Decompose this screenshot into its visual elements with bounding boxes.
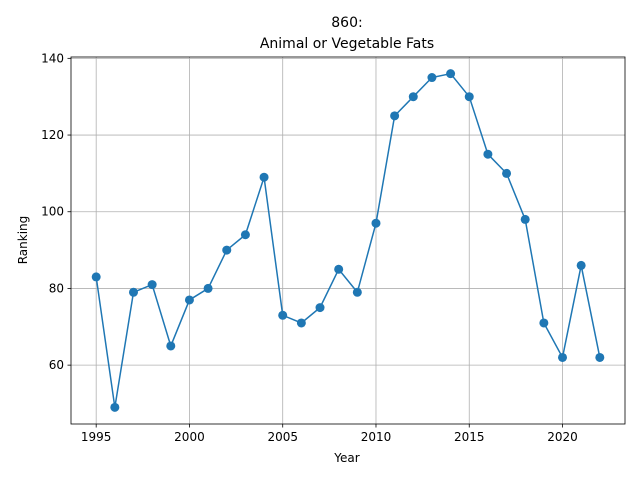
data-point: [502, 168, 512, 178]
x-tick-label: 2020: [547, 430, 578, 444]
data-point: [539, 318, 549, 328]
data-point: [128, 287, 138, 297]
x-tick-label: 2015: [454, 430, 485, 444]
y-tick-label: 120: [41, 128, 64, 142]
data-point: [334, 264, 344, 274]
chart-title-line2: Animal or Vegetable Fats: [260, 36, 434, 52]
data-point: [446, 69, 456, 79]
y-tick-label: 100: [41, 205, 64, 219]
data-point: [576, 260, 586, 270]
data-point: [203, 283, 213, 293]
data-point: [390, 111, 400, 121]
data-point: [110, 402, 120, 412]
series-layer: [91, 69, 605, 412]
data-point: [259, 172, 269, 182]
data-point: [408, 92, 418, 102]
data-point: [240, 230, 250, 240]
y-axis-label: Ranking: [16, 216, 30, 265]
data-point: [296, 318, 306, 328]
data-point: [352, 287, 362, 297]
chart-title-line1: 860:: [331, 15, 362, 31]
series-line: [95, 72, 601, 408]
data-point: [520, 214, 530, 224]
y-tick-label: 60: [49, 358, 64, 372]
data-point: [371, 218, 381, 228]
data-point: [315, 303, 325, 313]
data-point: [91, 272, 101, 282]
data-point: [184, 295, 194, 305]
data-point: [558, 352, 568, 362]
data-point: [278, 310, 288, 320]
data-point: [166, 341, 176, 351]
data-point: [147, 280, 157, 290]
y-tick-label: 80: [49, 281, 64, 295]
data-point: [427, 73, 437, 83]
plot-frame: [70, 56, 626, 425]
x-axis-label: Year: [333, 451, 359, 465]
data-point: [464, 92, 474, 102]
grid-lines: [71, 57, 625, 424]
axes: 1995 2000 2005 2010 2015 2020 60 80 100 120 140: [41, 51, 626, 444]
x-tick-label: 1995: [81, 430, 112, 444]
data-point: [222, 245, 232, 255]
data-point: [483, 149, 493, 159]
x-tick-label: 2010: [361, 430, 392, 444]
x-tick-label: 2000: [174, 430, 205, 444]
data-point: [595, 352, 605, 362]
x-tick-label: 2005: [267, 430, 298, 444]
y-tick-label: 140: [41, 51, 64, 65]
